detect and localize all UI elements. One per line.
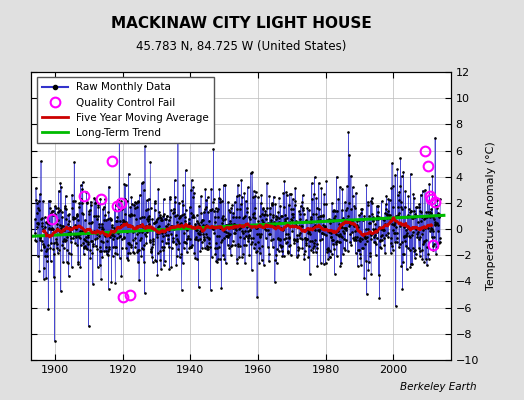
Y-axis label: Temperature Anomaly (°C): Temperature Anomaly (°C) xyxy=(486,142,496,290)
Legend: Raw Monthly Data, Quality Control Fail, Five Year Moving Average, Long-Term Tren: Raw Monthly Data, Quality Control Fail, … xyxy=(37,77,214,143)
Text: Berkeley Earth: Berkeley Earth xyxy=(400,382,477,392)
Text: 45.783 N, 84.725 W (United States): 45.783 N, 84.725 W (United States) xyxy=(136,40,346,53)
Text: MACKINAW CITY LIGHT HOUSE: MACKINAW CITY LIGHT HOUSE xyxy=(111,16,372,31)
